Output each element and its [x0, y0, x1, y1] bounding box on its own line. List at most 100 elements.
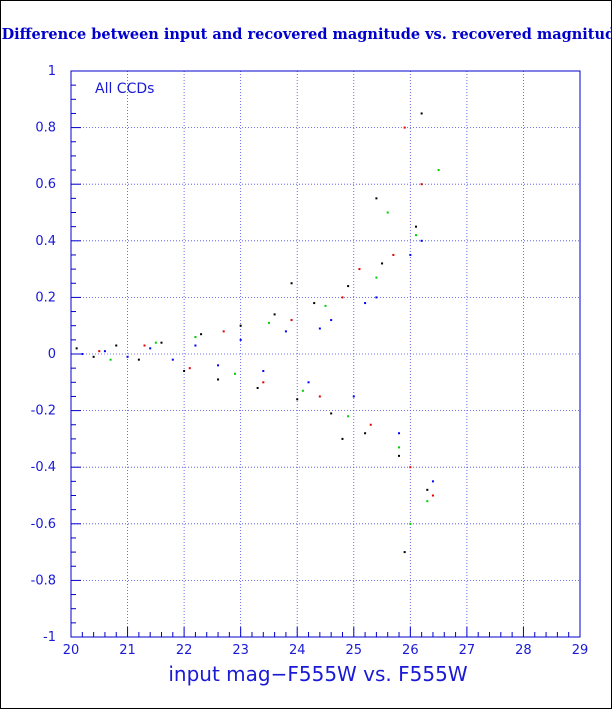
- data-point: [341, 296, 344, 299]
- data-point: [81, 353, 84, 355]
- data-point: [341, 437, 344, 440]
- data-point: [188, 367, 191, 370]
- y-tick-label: 1: [48, 64, 56, 79]
- data-point: [398, 432, 401, 435]
- data-point: [398, 446, 401, 449]
- y-tick-label: 0: [48, 347, 56, 362]
- x-tick-label: 25: [346, 643, 363, 658]
- data-point: [160, 341, 163, 344]
- data-point: [171, 358, 174, 361]
- data-point: [284, 330, 287, 333]
- data-point: [143, 344, 146, 347]
- data-point: [318, 327, 321, 330]
- x-tick-label: 23: [232, 643, 249, 658]
- y-tick-label: -0.8: [31, 573, 56, 588]
- data-point: [92, 355, 95, 358]
- y-tick-label: 0.6: [35, 177, 56, 192]
- data-point: [267, 321, 270, 324]
- data-point: [426, 500, 429, 503]
- data-point: [115, 344, 118, 347]
- data-point: [420, 183, 423, 186]
- data-point: [313, 302, 316, 305]
- data-point: [420, 239, 423, 242]
- data-point: [217, 364, 220, 367]
- grid-lines: [71, 71, 580, 637]
- y-tick-label: 0.2: [35, 290, 56, 305]
- y-tick-label: -0.6: [31, 517, 56, 532]
- data-point: [239, 324, 242, 327]
- data-point: [431, 480, 434, 483]
- data-point: [386, 211, 389, 214]
- data-point: [347, 415, 350, 418]
- x-axis-label: input mag−F555W vs. F555W: [168, 662, 467, 686]
- data-point: [262, 369, 265, 372]
- data-point: [409, 466, 412, 469]
- data-point: [330, 412, 333, 415]
- data-point: [256, 386, 259, 389]
- data-point: [194, 336, 197, 339]
- data-point: [98, 350, 101, 353]
- data-point: [352, 395, 355, 398]
- data-point: [409, 253, 412, 256]
- data-point: [103, 350, 106, 353]
- x-tick-label: 20: [63, 643, 80, 658]
- data-point: [262, 381, 265, 384]
- data-point: [126, 355, 129, 358]
- data-point: [273, 313, 276, 316]
- data-point: [375, 197, 378, 200]
- data-point: [392, 253, 395, 256]
- data-point: [324, 304, 327, 307]
- x-tick-label: 27: [459, 643, 476, 658]
- x-tick-label: 29: [572, 643, 589, 658]
- data-point: [239, 338, 242, 341]
- data-point: [290, 319, 293, 322]
- y-tick-label: -0.2: [31, 404, 56, 419]
- data-point: [217, 378, 220, 381]
- x-tick-label: 26: [402, 643, 419, 658]
- data-point: [369, 423, 372, 426]
- axis-ticks: [70, 70, 581, 638]
- data-point: [375, 296, 378, 299]
- data-point: [437, 169, 440, 172]
- x-tick-label: 24: [289, 643, 306, 658]
- data-point: [137, 358, 140, 361]
- data-point: [296, 398, 299, 401]
- chart-title: Difference between input and recovered m…: [1, 26, 612, 43]
- data-point: [75, 347, 78, 350]
- data-point: [414, 225, 417, 228]
- data-point: [381, 262, 384, 265]
- y-tick-label: 0.4: [35, 234, 56, 249]
- y-tick-label: -1: [43, 630, 56, 645]
- data-point: [426, 488, 429, 491]
- data-point: [403, 551, 406, 554]
- data-points: [75, 112, 440, 554]
- data-point: [347, 285, 350, 288]
- data-point: [154, 341, 157, 344]
- data-point: [364, 432, 367, 435]
- data-point: [222, 330, 225, 333]
- data-point: [330, 319, 333, 322]
- data-point: [409, 522, 412, 525]
- data-point: [420, 112, 423, 115]
- data-point: [290, 282, 293, 285]
- data-point: [149, 347, 152, 350]
- data-point: [200, 333, 203, 336]
- x-tick-label: 28: [515, 643, 532, 658]
- x-tick-label: 21: [119, 643, 136, 658]
- data-point: [398, 454, 401, 457]
- data-point: [358, 268, 361, 271]
- x-tick-label: 22: [176, 643, 193, 658]
- annotation-all-ccds: All CCDs: [95, 81, 154, 97]
- y-tick-label: 0.8: [35, 121, 56, 136]
- data-point: [431, 494, 434, 497]
- data-point: [194, 344, 197, 347]
- data-point: [375, 276, 378, 279]
- y-tick-label: -0.4: [31, 460, 56, 475]
- data-point: [364, 302, 367, 305]
- data-point: [183, 369, 186, 372]
- data-point: [414, 234, 417, 237]
- data-point: [109, 358, 112, 361]
- tick-labels: 20 21 22 23 24 25 26 27 28 29 -1 -0.8 -0.6 -0.4 -0.2 0 0…: [31, 64, 589, 658]
